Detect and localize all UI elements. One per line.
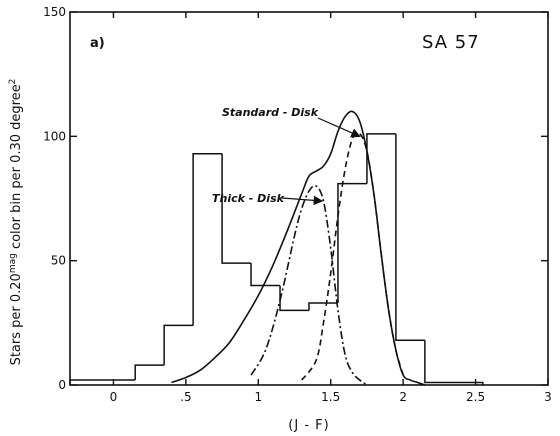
y-tick-label: 0 xyxy=(58,378,66,392)
y-tick-label: 50 xyxy=(51,254,66,268)
x-axis-ticks: 0 .5 1 1.5 2 2.5 3 xyxy=(110,12,552,404)
histogram-bin xyxy=(192,152,223,326)
histogram-series xyxy=(69,133,484,385)
model-curves xyxy=(171,110,426,386)
histogram-bin xyxy=(134,364,165,381)
histogram-bin xyxy=(308,302,338,311)
y-axis-title-sup-2: 2 xyxy=(8,79,18,85)
plot-frame xyxy=(69,11,549,386)
annotation-label: Standard - Disk xyxy=(222,106,319,119)
x-tick-label: 2 xyxy=(399,390,407,404)
histogram-bin xyxy=(337,182,367,303)
annotations: Standard - Disk Thick - Disk xyxy=(212,106,361,206)
x-axis-title: (J - F) xyxy=(288,418,329,433)
histogram-bin xyxy=(163,324,194,366)
y-tick-label: 150 xyxy=(43,5,66,19)
y-tick-label: 100 xyxy=(43,129,66,143)
curve-total xyxy=(171,110,426,386)
x-tick-label: 2.5 xyxy=(466,390,485,404)
y-axis-title-main: Stars per 0.20 xyxy=(9,273,24,365)
y-axis-title-rest: color bin per 0.30 degree xyxy=(9,84,24,253)
annotation-arrow xyxy=(317,117,361,138)
histogram-bin xyxy=(250,263,281,287)
x-tick-label: .5 xyxy=(180,390,191,404)
curve-thick-disk xyxy=(250,184,368,386)
x-tick-label: 0 xyxy=(110,390,118,404)
x-tick-label: 1 xyxy=(254,390,262,404)
histogram-bin xyxy=(395,133,425,341)
annotation-label: Thick - Disk xyxy=(212,192,285,205)
x-tick-label: 1.5 xyxy=(321,390,340,404)
annotation-arrow xyxy=(281,195,324,206)
panel-label: a) xyxy=(90,36,105,51)
histogram-bin xyxy=(424,340,484,385)
x-tick-label: 3 xyxy=(544,390,552,404)
field-label: SA 57 xyxy=(422,32,480,53)
histogram-bin xyxy=(366,133,396,184)
y-axis-ticks: 0 50 100 150 xyxy=(43,5,548,392)
y-axis-title-sup-mag: mag xyxy=(8,253,18,273)
histogram-bin xyxy=(221,153,252,264)
histogram-bin xyxy=(279,285,309,312)
y-axis-title: Stars per 0.20mag color bin per 0.30 deg… xyxy=(8,79,24,366)
histogram-bin xyxy=(69,379,136,385)
